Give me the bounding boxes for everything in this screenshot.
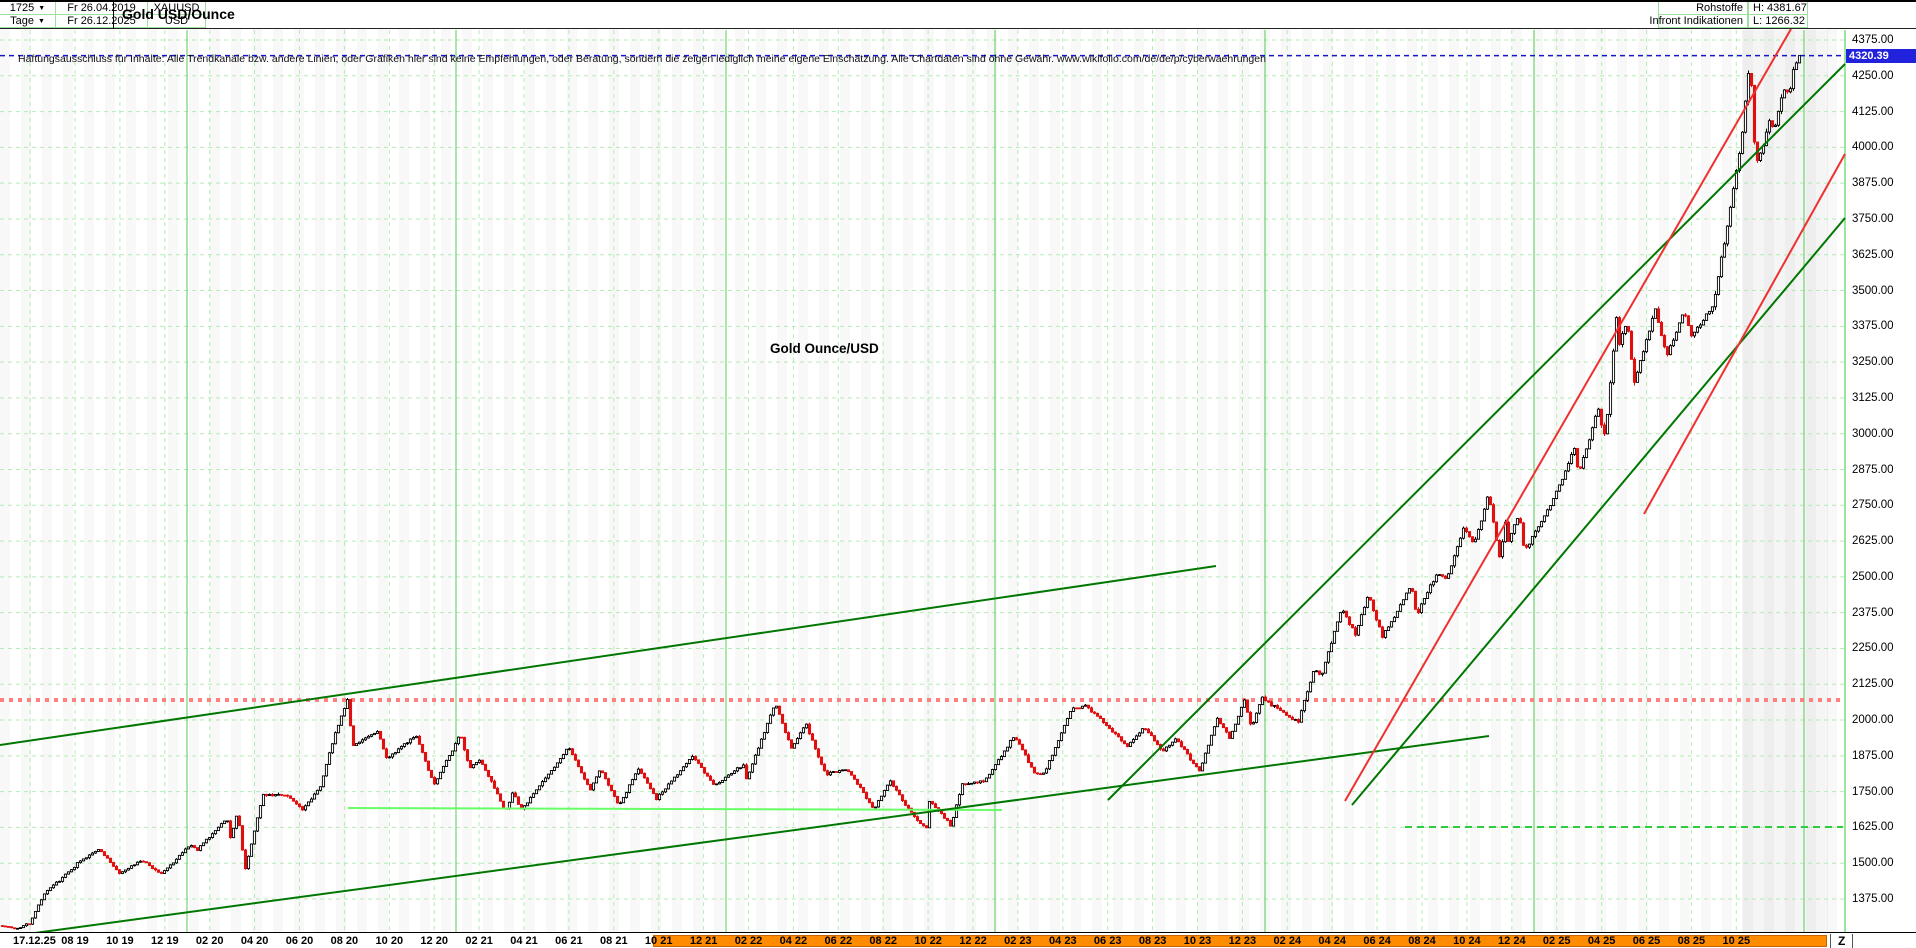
x-axis-tick-label: 10 22 bbox=[914, 935, 942, 947]
background-bands bbox=[1742, 30, 1828, 932]
trendlines bbox=[0, 29, 1846, 932]
x-axis-tick-label: 08 23 bbox=[1138, 935, 1167, 947]
x-axis-tick-label: 02 25 bbox=[1542, 935, 1571, 947]
x-axis-tick-label: 06 24 bbox=[1363, 935, 1391, 947]
x-axis-tick-label: 12 23 bbox=[1228, 935, 1257, 947]
background-stripes bbox=[0, 29, 1845, 932]
x-axis-tick-label: 04 20 bbox=[240, 935, 269, 947]
x-axis-tick-label: 06 23 bbox=[1093, 935, 1122, 947]
currency-label: USD bbox=[148, 15, 206, 28]
x-axis-tick-label: 06 22 bbox=[824, 935, 853, 947]
x-axis-tick-label: 12 22 bbox=[959, 935, 987, 947]
candlestick-chart[interactable] bbox=[0, 29, 1916, 932]
level-lines bbox=[0, 54, 1845, 702]
x-axis-tick-label: 08 22 bbox=[869, 935, 897, 947]
chevron-down-icon: ▼ bbox=[37, 17, 45, 25]
date-to-field[interactable]: Fr 26.12.2025 bbox=[56, 15, 148, 28]
x-axis-tick-label: 06 20 bbox=[285, 935, 314, 947]
zoom-reset-button[interactable]: Z bbox=[1830, 934, 1854, 948]
steep-green-upper bbox=[1107, 63, 1846, 801]
cursor-date-label: 17.12.25 bbox=[10, 935, 59, 947]
interval-select[interactable]: 1725 ▼ bbox=[0, 2, 56, 15]
steep-red-lower bbox=[1643, 153, 1846, 515]
candlesticks[interactable] bbox=[0, 55, 1802, 930]
x-axis-tick-label: 02 23 bbox=[1004, 935, 1032, 947]
interval-unit-value: Tage bbox=[10, 15, 34, 27]
divider bbox=[0, 28, 1916, 29]
steep-red-upper bbox=[1344, 29, 1792, 802]
chevron-down-icon: ▼ bbox=[38, 4, 46, 12]
feed-provider: Infront Indikationen bbox=[1649, 15, 1748, 28]
feed-name: Rohstoffe bbox=[1658, 2, 1748, 15]
chart-settings-cells: 1725 ▼ Fr 26.04.2019 XAUUSD Tage ▼ Fr 26… bbox=[0, 2, 206, 28]
x-axis-tick-label: 04 22 bbox=[779, 935, 808, 947]
x-axis-tick-label: 04 25 bbox=[1587, 935, 1616, 947]
x-axis: 17.12.25 Z 08 19 10 19 12 19 02 20 04 20 06 2… bbox=[0, 932, 1916, 948]
x-axis-tick-label: 12 24 bbox=[1498, 935, 1526, 947]
x-axis-tick-label: 12 19 bbox=[151, 935, 179, 947]
x-axis-tick-label: 06 25 bbox=[1632, 935, 1661, 947]
disclaimer-text: Haftungsausschluss für Inhalte: Alle Tre… bbox=[18, 53, 1266, 65]
gridlines bbox=[0, 30, 1846, 932]
x-axis-tick-label: 06 21 bbox=[555, 935, 583, 947]
x-axis-tick-label: 10 24 bbox=[1453, 935, 1481, 947]
feed-info-cells: Rohstoffe H: 4381.67 Infront Indikatione… bbox=[1649, 2, 1808, 28]
support-lime-1690 bbox=[347, 807, 1003, 811]
steep-green-lower bbox=[1351, 217, 1846, 806]
channel-lower-green bbox=[34, 735, 1490, 932]
x-axis-tick-label: 04 21 bbox=[510, 935, 538, 947]
x-axis-tick-label: 12 21 bbox=[689, 935, 718, 947]
current-price-badge: 4320.39 bbox=[1846, 48, 1916, 63]
price-chart-area[interactable]: Haftungsausschluss für Inhalte: Alle Tre… bbox=[0, 29, 1916, 932]
x-axis-tick-label: 08 24 bbox=[1408, 935, 1436, 947]
interval-unit-select[interactable]: Tage ▼ bbox=[0, 15, 56, 28]
x-axis-tick-label: 08 25 bbox=[1677, 935, 1706, 947]
x-axis-tick-label: 02 24 bbox=[1273, 935, 1302, 947]
x-axis-tick-label: 10 19 bbox=[106, 935, 134, 947]
x-axis-tick-label: 08 21 bbox=[600, 935, 628, 947]
toolbar: 1725 ▼ Fr 26.04.2019 XAUUSD Tage ▼ Fr 26… bbox=[0, 2, 1916, 29]
symbol-label: XAUUSD bbox=[148, 2, 206, 15]
chart-watermark-label: Gold Ounce/USD bbox=[770, 341, 879, 356]
x-axis-tick-label: 04 24 bbox=[1318, 935, 1346, 947]
x-axis-tick-label: 08 20 bbox=[330, 935, 359, 947]
divider bbox=[113, 2, 114, 28]
x-axis-tick-label: 10 20 bbox=[375, 935, 404, 947]
page-title: Gold USD/Ounce bbox=[122, 6, 235, 22]
x-axis-tick-label: 10 25 bbox=[1722, 935, 1751, 947]
highlight-range-bar bbox=[653, 935, 1827, 947]
x-axis-tick-label: 12 20 bbox=[420, 935, 448, 947]
x-axis-tick-label: 02 20 bbox=[195, 935, 224, 947]
period-low: L: 1266.32 bbox=[1748, 15, 1808, 28]
x-axis-tick-label: 08 19 bbox=[61, 935, 89, 947]
x-axis-tick-label: 10 23 bbox=[1183, 935, 1212, 947]
interval-value: 1725 bbox=[9, 2, 35, 14]
date-from-field[interactable]: Fr 26.04.2019 bbox=[56, 2, 148, 15]
x-axis-tick-label: 04 23 bbox=[1049, 935, 1077, 947]
x-axis-tick-label: 10 21 bbox=[644, 935, 673, 947]
period-high: H: 4381.67 bbox=[1748, 2, 1808, 15]
x-axis-tick-label: 02 22 bbox=[734, 935, 763, 947]
x-axis-tick-label: 02 21 bbox=[465, 935, 493, 947]
channel-upper-green bbox=[0, 565, 1217, 746]
